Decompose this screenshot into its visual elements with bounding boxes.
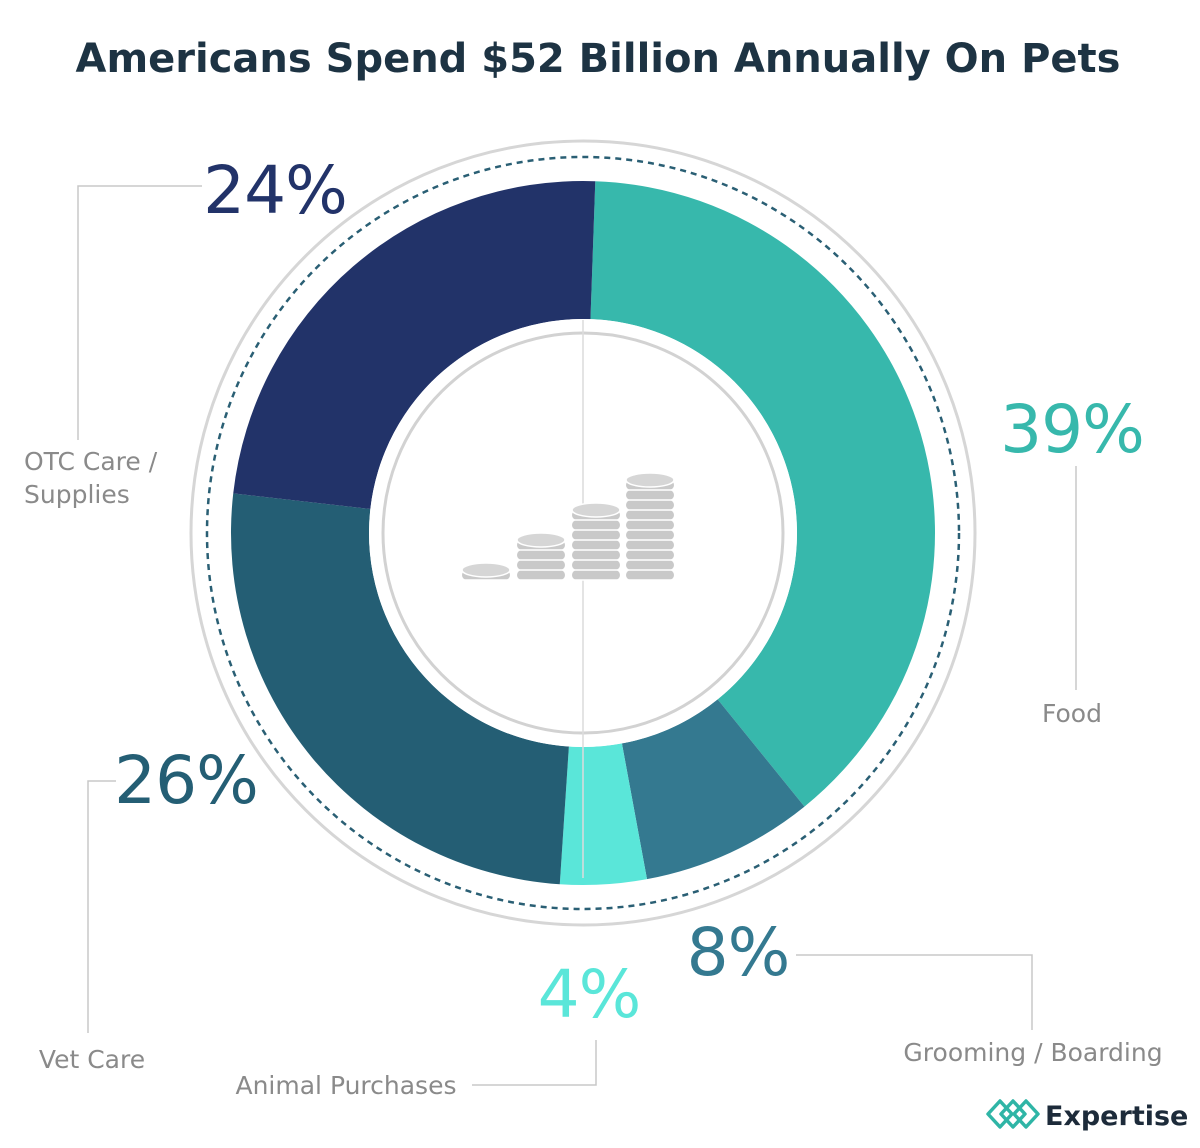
brand-name: Expertise: [1045, 1101, 1188, 1132]
chart-title: Americans Spend $52 Billion Annually On …: [76, 36, 1121, 82]
category-label-vet-care: Vet Care: [39, 1045, 145, 1074]
category-label-grooming-boarding: Grooming / Boarding: [903, 1038, 1162, 1067]
coin-stack-3: [571, 502, 621, 581]
slice-vet-care: [231, 493, 569, 885]
data-label-vet-care: 26%: [114, 742, 258, 819]
brand-footer: Expertise: [986, 1099, 1188, 1132]
leader-line-animal-purchases: [472, 1040, 597, 1086]
coin-stack-4: [625, 472, 675, 581]
outer-ring: [189, 139, 977, 927]
coin-stack-2: [516, 532, 566, 581]
coin-stack-1: [461, 562, 511, 581]
data-label-otc-care-supplies: 24%: [203, 152, 347, 229]
category-label-otc-care-supplies-line1: OTC Care /: [24, 447, 158, 476]
leader-line-otc-care-supplies: [77, 185, 202, 440]
leader-line-grooming-boarding: [796, 954, 1033, 1030]
slice-food: [590, 181, 936, 807]
dashed-ring: [205, 155, 961, 911]
coin-stacks-icon: [461, 472, 675, 581]
category-label-otc-care-supplies-line2: Supplies: [24, 480, 130, 509]
data-label-animal-purchases: 4%: [538, 956, 641, 1033]
expertise-logo-icon: [986, 1099, 1040, 1129]
slice-grooming-boarding: [621, 699, 805, 880]
category-label-animal-purchases: Animal Purchases: [235, 1071, 456, 1100]
leader-line-vet-care: [87, 780, 116, 1033]
slice-animal-purchases: [559, 743, 647, 885]
data-label-grooming-boarding: 8%: [687, 914, 790, 991]
category-label-food: Food: [1042, 699, 1102, 728]
slice-otc-care-supplies: [233, 180, 596, 509]
chart-labels: 39% Food 8% Grooming / Boarding 4% Animal Pur…: [24, 152, 1163, 1100]
donut-slices: [231, 180, 936, 885]
data-label-food: 39%: [1000, 391, 1144, 468]
